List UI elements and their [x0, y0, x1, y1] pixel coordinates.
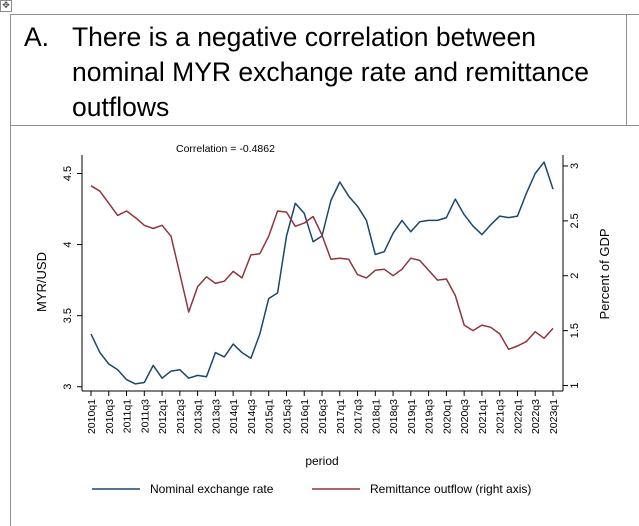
x-tick-label: 2018q1	[370, 399, 382, 434]
x-tick-label: 2019q3	[424, 399, 436, 434]
x-tick-label: 2010q3	[104, 399, 116, 434]
x-tick-label: 2023q1	[548, 399, 560, 434]
x-tick-label: 2021q1	[477, 399, 489, 434]
right-tick-label: 2.5	[569, 213, 581, 228]
x-tick-label: 2011q1	[122, 399, 134, 433]
heading-text: There is a negative correlation between …	[72, 22, 590, 122]
x-axis-ticks: 2010q1 2010q3 2011q1 2011q3 2012q1 2012q3 2013…	[86, 391, 560, 434]
plot-area	[82, 155, 563, 391]
x-tick-label: 2018q3	[388, 399, 400, 434]
x-tick-label: 2012q3	[175, 399, 187, 434]
x-tick-label: 2021q3	[495, 399, 507, 434]
x-tick-label: 2016q3	[317, 399, 329, 434]
legend: Nominal exchange rate Remittance outflow …	[92, 482, 531, 496]
x-tick-label: 2012q1	[157, 399, 169, 434]
move-arrows-icon[interactable]: ✥	[0, 0, 12, 12]
x-tick-label: 2016q1	[299, 399, 311, 434]
correlation-annotation: Correlation = -0.4862	[176, 143, 275, 155]
table-top-border	[10, 14, 639, 15]
x-tick-label: 2020q3	[459, 399, 471, 434]
right-tick-label: 1.5	[569, 323, 581, 338]
left-tick-label: 3	[62, 384, 74, 390]
left-tick-label: 4	[62, 242, 74, 248]
right-tick-label: 3	[569, 163, 581, 169]
x-tick-label: 2014q1	[228, 399, 240, 434]
y-axis-left-label: MYR/USD	[34, 252, 49, 312]
x-axis-label: period	[305, 454, 338, 468]
heading-letter: A.	[24, 22, 50, 52]
table-left-border	[10, 14, 11, 526]
x-tick-label: 2022q1	[512, 399, 524, 434]
legend-label: Remittance outflow (right axis)	[370, 482, 531, 496]
left-axis-ticks: 3 3.5 4 4.5	[62, 166, 82, 390]
x-tick-label: 2013q3	[210, 399, 222, 434]
x-tick-label: 2022q3	[530, 399, 542, 434]
right-tick-label: 1	[569, 382, 581, 388]
x-tick-label: 2010q1	[86, 399, 98, 434]
right-tick-label: 2	[569, 273, 581, 279]
x-tick-label: 2013q1	[193, 399, 205, 434]
left-tick-label: 4.5	[62, 166, 74, 181]
remittance-outflow-line	[90, 185, 554, 351]
x-tick-label: 2020q1	[441, 399, 453, 434]
table-cell-divider	[10, 125, 639, 126]
table-right-border	[626, 14, 627, 126]
x-tick-label: 2019q1	[406, 399, 418, 434]
legend-label: Nominal exchange rate	[150, 482, 274, 496]
y-axis-right-label: Percent of GDP	[597, 228, 612, 319]
x-tick-label: 2017q1	[335, 399, 347, 434]
x-tick-label: 2015q1	[264, 399, 276, 434]
x-tick-label: 2011q3	[139, 399, 151, 433]
left-tick-label: 3.5	[62, 308, 74, 323]
x-tick-label: 2015q3	[281, 399, 293, 434]
x-tick-label: 2014q3	[246, 399, 258, 434]
right-axis-ticks: 1 1.5 2 2.5 3	[563, 163, 581, 389]
series-layer	[90, 161, 554, 385]
x-tick-label: 2017q3	[353, 399, 365, 434]
